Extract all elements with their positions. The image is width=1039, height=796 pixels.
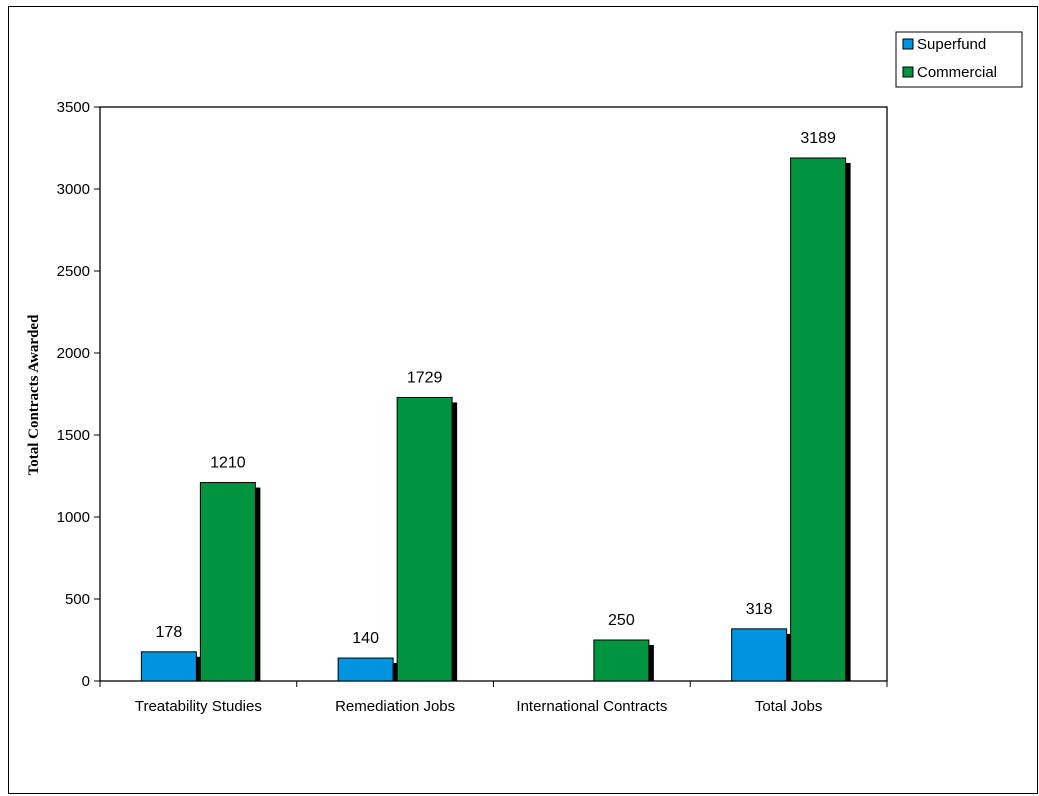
data-label: 318 [746, 601, 773, 618]
y-tick-label: 1000 [57, 509, 90, 526]
x-tick-label: International Contracts [516, 698, 667, 715]
bar-superfund [337, 657, 394, 682]
legend-box [895, 31, 1023, 88]
legend-label-commercial: Commercial [917, 64, 997, 81]
y-axis-title: Total Contracts Awarded [26, 314, 42, 475]
x-tick-label: Total Jobs [755, 698, 823, 715]
bar-commercial [199, 482, 256, 682]
x-tick-label: Treatability Studies [135, 698, 262, 715]
bar-commercial [593, 639, 650, 682]
y-tick-label: 2500 [57, 263, 90, 280]
legend-swatch-commercial [902, 66, 914, 78]
data-label: 140 [352, 630, 379, 647]
legend: Superfund Commercial [895, 31, 1023, 88]
legend-swatch-superfund [902, 38, 914, 50]
data-label: 250 [608, 612, 635, 629]
data-label: 3189 [800, 130, 836, 147]
bar-commercial [790, 157, 847, 682]
axes: 0 500 1000 1500 2000 2500 3000 3500 Treatability… [57, 99, 888, 715]
y-tick-label: 1500 [57, 427, 90, 444]
y-tick-label: 0 [82, 673, 90, 690]
data-label: 1729 [407, 369, 443, 386]
y-tick-label: 2000 [57, 345, 90, 362]
bars [140, 157, 851, 682]
data-labels: 178 1210 140 1729 250 318 3189 [156, 130, 837, 647]
bar-superfund [731, 628, 788, 682]
y-tick-label: 500 [65, 591, 90, 608]
data-label: 178 [156, 624, 183, 641]
bar-superfund [140, 651, 197, 682]
y-tick-label: 3500 [57, 99, 90, 116]
x-tick-label: Remediation Jobs [335, 698, 455, 715]
data-label: 1210 [210, 455, 246, 472]
legend-label-superfund: Superfund [917, 36, 986, 53]
y-tick-label: 3000 [57, 181, 90, 198]
bar-commercial [396, 396, 453, 682]
